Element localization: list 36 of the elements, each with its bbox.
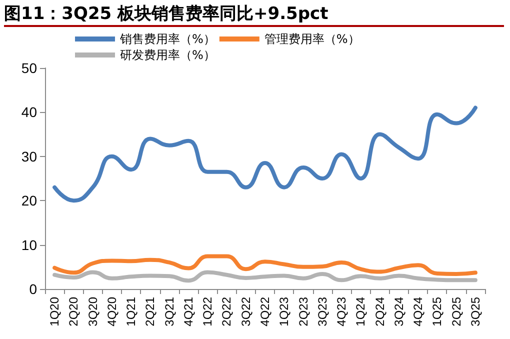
x-tick-label: 4Q21 bbox=[181, 296, 196, 326]
x-tick-label: 2Q20 bbox=[66, 296, 81, 326]
x-tick-label: 4Q24 bbox=[411, 296, 426, 326]
y-tick-label: 20 bbox=[21, 192, 38, 209]
x-tick-label: 2Q24 bbox=[372, 296, 387, 326]
y-tick-label: 0 bbox=[29, 281, 38, 297]
legend-label: 管理费用率（%） bbox=[264, 32, 360, 46]
x-tick-label: 3Q23 bbox=[315, 296, 330, 326]
x-tick-label: 3Q25 bbox=[468, 296, 482, 326]
x-tick-label: 1Q25 bbox=[430, 296, 444, 326]
x-tick-label: 1Q23 bbox=[277, 296, 292, 326]
x-tick-label: 2Q22 bbox=[220, 296, 234, 326]
x-tick-label: 4Q23 bbox=[334, 296, 349, 326]
legend-label: 研发费用率（%） bbox=[120, 48, 216, 62]
x-tick-label: 3Q22 bbox=[238, 296, 253, 326]
y-tick-label: 50 bbox=[21, 60, 38, 76]
x-tick-label: 1Q22 bbox=[200, 296, 215, 326]
x-tick-label: 2Q23 bbox=[296, 296, 310, 326]
x-tick-label: 2Q25 bbox=[449, 296, 464, 326]
y-tick-label: 10 bbox=[21, 236, 38, 253]
x-tick-label: 4Q22 bbox=[258, 296, 272, 326]
y-tick-label: 40 bbox=[21, 104, 38, 120]
chart-title: 图11：3Q25 板块销售费率同比+9.5pct bbox=[4, 2, 504, 27]
x-tick-label: 1Q21 bbox=[124, 296, 138, 326]
legend-label: 销售费用率（%） bbox=[119, 32, 216, 46]
x-tick-label: 3Q20 bbox=[86, 296, 100, 326]
line-series bbox=[52, 270, 478, 283]
line-series bbox=[52, 254, 478, 276]
x-tick-label: 1Q20 bbox=[48, 296, 62, 326]
x-tick-label: 1Q24 bbox=[354, 296, 368, 326]
x-tick-label: 3Q21 bbox=[162, 296, 176, 326]
x-tick-label: 4Q20 bbox=[104, 296, 119, 326]
y-tick-label: 30 bbox=[21, 148, 38, 164]
x-tick-label: 2Q21 bbox=[143, 296, 158, 326]
x-tick-label: 3Q24 bbox=[392, 296, 406, 326]
line-series bbox=[52, 106, 478, 203]
